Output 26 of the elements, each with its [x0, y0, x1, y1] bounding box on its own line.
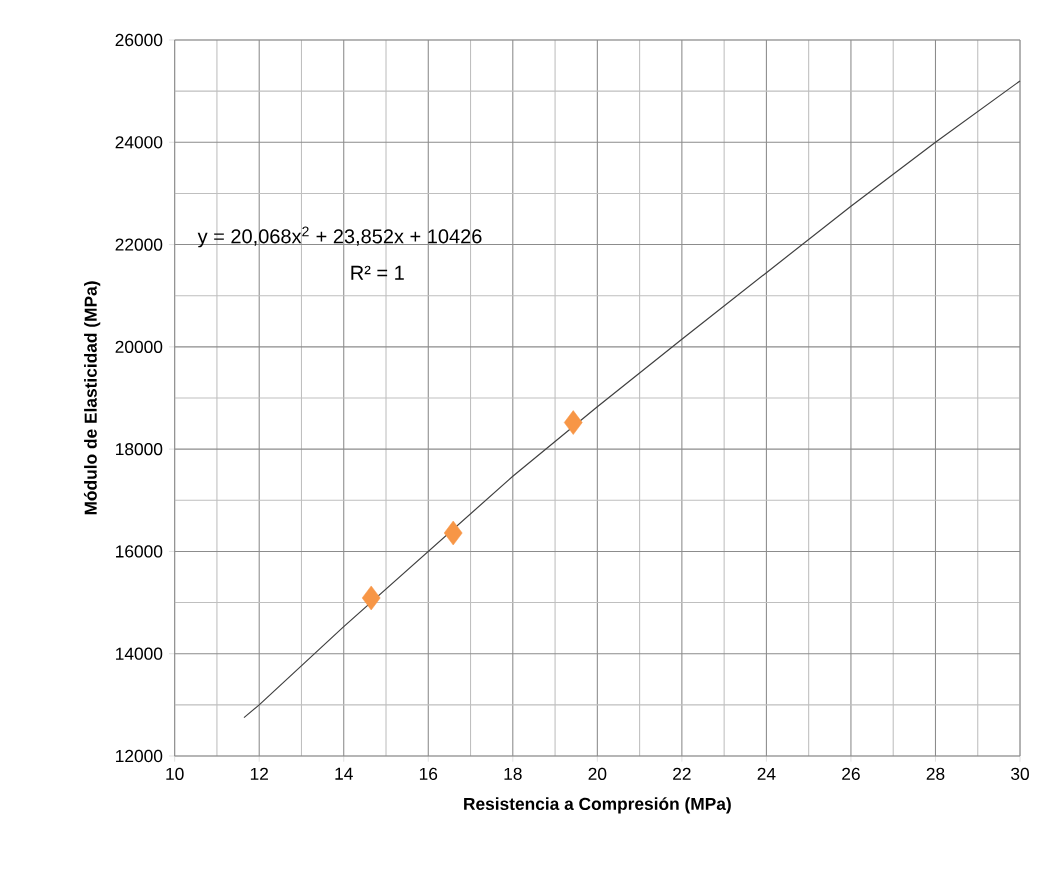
point [443, 520, 463, 546]
point [361, 585, 381, 611]
y-tick-label: 16000 [116, 545, 163, 558]
y-tick-label: 26000 [115, 33, 163, 47]
y-axis-title: Módulo de Elasticidad (MPa) [83, 281, 101, 515]
point [563, 410, 583, 435]
y-tick-label: 20000 [115, 340, 163, 353]
x-tick-label: 16 [419, 767, 438, 780]
x-tick-label: 12 [250, 767, 268, 780]
x-tick-label: 22 [673, 767, 691, 780]
x-axis-title: Resistencia a Compresión (MPa) [464, 797, 731, 814]
x-tick-label: 30 [1011, 767, 1029, 780]
x-tick-label: 14 [335, 767, 353, 780]
annotation: R² = 1 [351, 265, 404, 280]
x-tick-label: 20 [588, 767, 607, 780]
x-tick-label: 10 [166, 767, 184, 780]
x-tick-label: 28 [926, 767, 945, 780]
y-tick-label: 22000 [115, 238, 163, 251]
annotation: y = 20,068x$^{2}$ + 23,852x + 10426 [197, 226, 482, 248]
x-tick-label: 24 [757, 767, 776, 780]
x-tick-label: 26 [842, 767, 860, 780]
y-tick-label: 18000 [116, 443, 163, 456]
y-tick-label: 14000 [116, 647, 163, 660]
y-tick-label: 12000 [116, 749, 163, 763]
x-tick-label: 18 [504, 767, 522, 780]
y-tick-label: 24000 [115, 136, 163, 149]
